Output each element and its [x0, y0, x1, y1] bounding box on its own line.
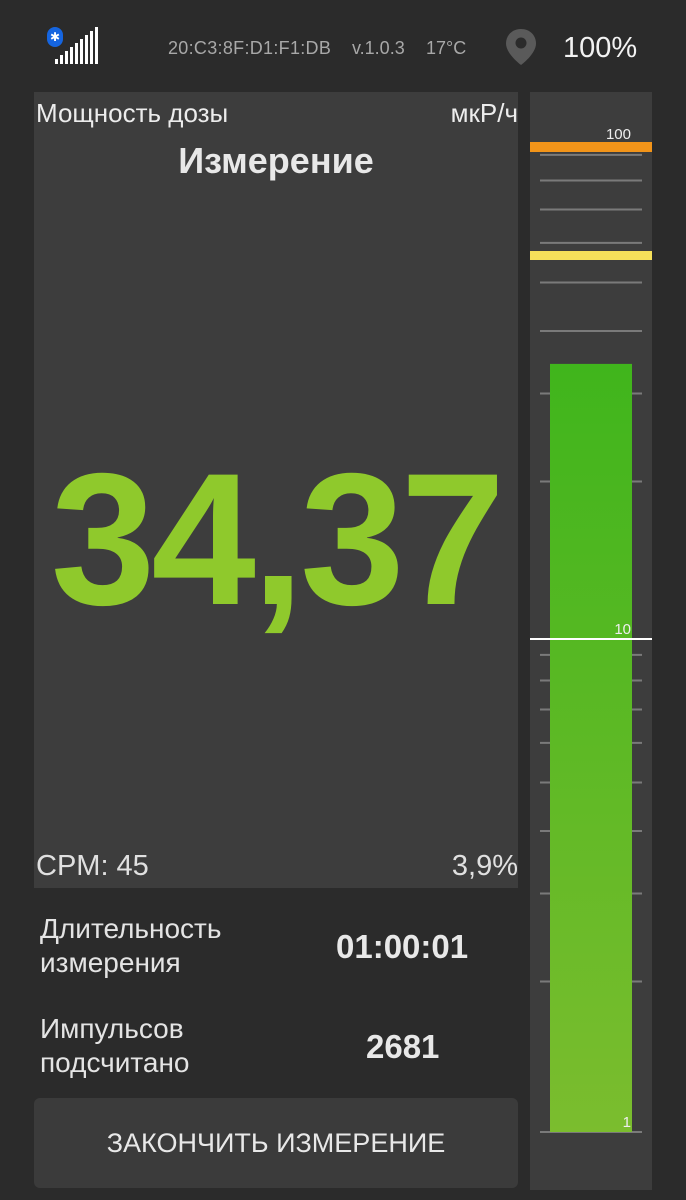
dose-rate-value: 34,37	[50, 434, 505, 644]
battery-level: 100%	[563, 32, 638, 64]
scale-10-marker-line	[530, 638, 652, 640]
location-pin-icon[interactable]	[503, 27, 539, 67]
measurement-mode-title: Измерение	[178, 140, 374, 181]
cpm-readout: CPM: 45	[36, 850, 149, 882]
warning-threshold-line	[530, 251, 652, 260]
dose-rate-panel	[34, 92, 518, 888]
dose-level-bar	[550, 363, 632, 1132]
temperature: 17°C	[426, 38, 467, 58]
app-version: v.1.0.3	[352, 38, 405, 58]
scale-label-1: 1	[623, 1114, 631, 1131]
bluetooth-icon: ✱	[47, 27, 63, 47]
scale-label-10: 10	[614, 621, 631, 638]
status-bar: ✱ 20:C3:8F:D1:F1:DB v.1.0.3 17°C 100%	[0, 0, 686, 92]
signal-bars-icon	[55, 26, 107, 64]
statistical-error: 3,9%	[451, 850, 518, 882]
scale-label-100: 100	[606, 126, 631, 143]
mac-address: 20:C3:8F:D1:F1:DB	[168, 38, 332, 58]
pulses-label: Импульсов подсчитано	[40, 1013, 190, 1078]
stop-measurement-button[interactable]: ЗАКОНЧИТЬ ИЗМЕРЕНИЕ	[34, 1098, 518, 1188]
dose-unit-label: мкР/ч	[450, 98, 518, 128]
dose-scale: 100 10 1	[530, 92, 652, 1190]
duration-label: Длительность измерения	[40, 913, 222, 978]
pulses-value: 2681	[366, 1028, 440, 1065]
alarm-threshold-line	[530, 142, 652, 152]
dose-rate-label: Мощность дозы	[36, 98, 229, 128]
duration-value: 01:00:01	[336, 928, 469, 965]
